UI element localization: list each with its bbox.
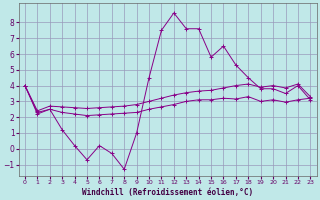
X-axis label: Windchill (Refroidissement éolien,°C): Windchill (Refroidissement éolien,°C) [82,188,253,197]
